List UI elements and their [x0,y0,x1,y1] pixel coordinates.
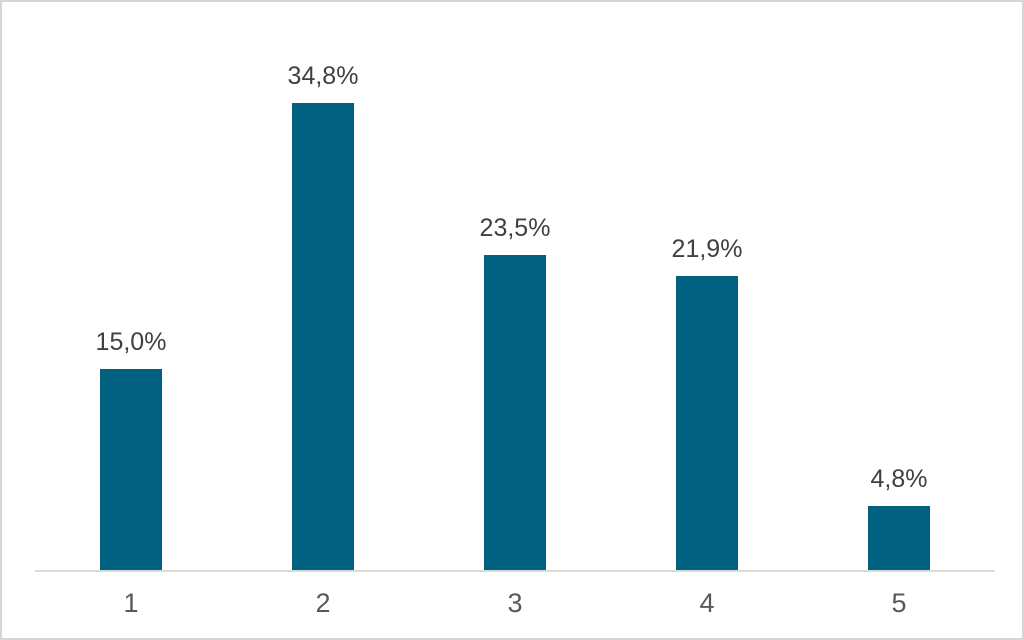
bar-column: 23,5% [419,33,611,570]
x-tick-label: 3 [507,588,523,618]
bar [484,255,546,570]
plot-area: 15,0% 34,8% 23,5% 21,9% 4,8% [35,33,995,570]
x-tick-label: 2 [315,588,331,618]
bar [100,369,162,570]
bar [292,103,354,570]
x-axis-labels: 1 2 3 4 5 [35,588,995,619]
bar-value-label: 15,0% [95,328,167,356]
bar-column: 4,8% [803,33,995,570]
x-tick-label: 4 [699,588,715,618]
bar-column: 15,0% [35,33,227,570]
x-tick-label: 1 [123,588,139,618]
bar [676,276,738,570]
bar-value-label: 21,9% [671,235,743,263]
bar-value-label: 4,8% [870,465,928,493]
bar-column: 34,8% [227,33,419,570]
bar-value-label: 23,5% [479,214,551,242]
bar [868,506,930,570]
x-tick-label: 5 [891,588,907,618]
bar-column: 21,9% [611,33,803,570]
bar-value-label: 34,8% [287,62,359,90]
x-axis-line [35,570,995,572]
